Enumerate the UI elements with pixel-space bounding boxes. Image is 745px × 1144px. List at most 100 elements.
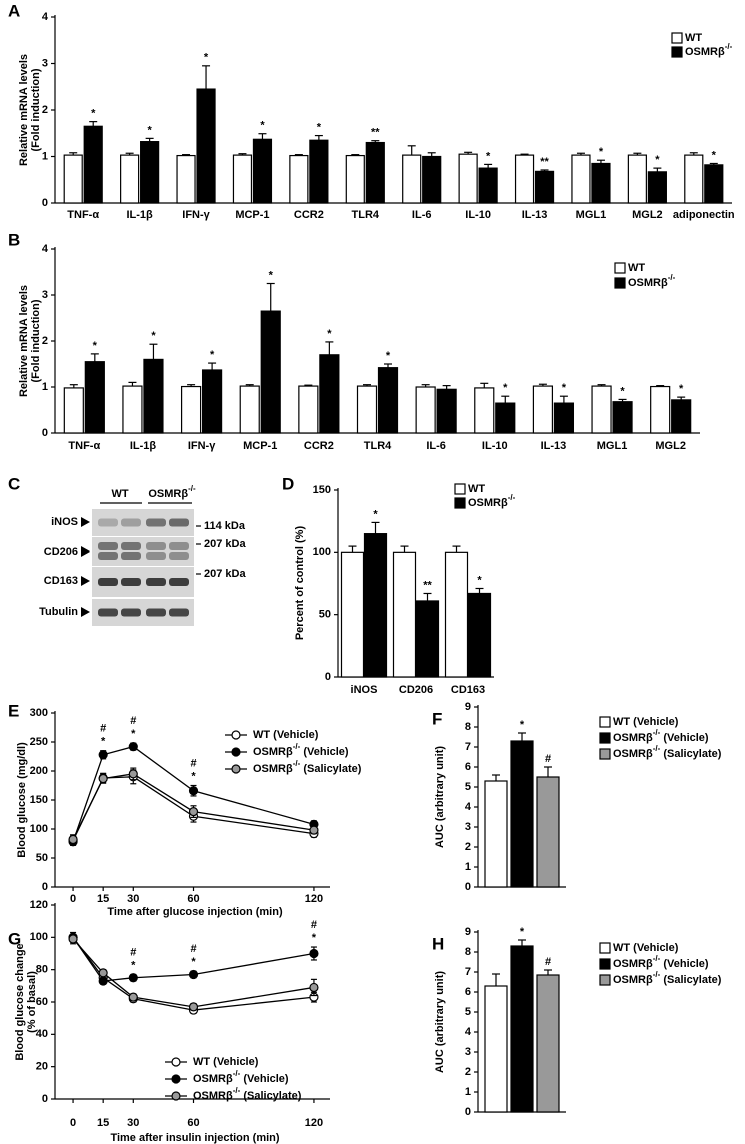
bar — [553, 402, 575, 434]
error-bar — [709, 162, 718, 165]
y-axis-label: (Fold induction) — [30, 299, 42, 382]
x-tick-label: 60 — [187, 893, 199, 905]
error-bar — [518, 732, 526, 741]
error-bar — [544, 766, 552, 777]
x-tick-label: IL-13 — [541, 440, 567, 452]
legend-marker — [231, 730, 241, 740]
bar — [345, 154, 365, 204]
size-marker: 207 kDa — [204, 568, 246, 580]
error-bar — [559, 395, 568, 404]
y-tick-label: 3 — [42, 57, 48, 69]
significance-label: # — [545, 753, 551, 765]
blot-band — [121, 578, 141, 586]
error-bar — [348, 545, 357, 553]
legend-label: OSMRβ-/- — [685, 42, 733, 58]
error-bar — [423, 592, 432, 601]
legend-marker — [231, 764, 241, 774]
blot-arrow — [81, 576, 90, 586]
legend-swatch — [599, 958, 611, 970]
bar — [514, 154, 535, 204]
x-tick-label: IL-6 — [426, 440, 446, 452]
x-tick-label: 0 — [70, 1117, 76, 1129]
legend-label-sup: -/- — [725, 42, 733, 51]
bar — [474, 387, 495, 434]
legend-label-suffix: (Vehicle) — [300, 746, 349, 758]
significance-label: * — [147, 124, 152, 136]
bar — [627, 154, 647, 204]
error-bar — [480, 382, 489, 388]
y-tick-label: 0 — [42, 1093, 48, 1105]
blot-band — [169, 518, 189, 527]
legend-label-sup: -/- — [653, 744, 661, 753]
x-axis-label: Time after insulin injection (min) — [110, 1132, 279, 1144]
error-bar — [90, 353, 99, 362]
error-bar — [653, 167, 662, 172]
significance-label: * — [151, 330, 156, 342]
y-tick-label: 100 — [313, 546, 331, 558]
y-axis-label: Percent of control (%) — [294, 526, 306, 641]
y-tick-label: 7 — [465, 741, 471, 753]
legend-marker — [171, 1074, 181, 1084]
bar — [536, 776, 560, 888]
data-point — [98, 750, 108, 760]
error-bar — [452, 545, 461, 553]
y-tick-label: 2 — [42, 335, 48, 347]
bar — [239, 385, 260, 434]
x-tick-label: MCP-1 — [243, 440, 277, 452]
bar — [201, 369, 223, 434]
x-tick-label: MGL2 — [655, 440, 686, 452]
error-bar — [407, 145, 416, 156]
y-tick-label: 4 — [42, 11, 49, 23]
legend-label: WT — [628, 262, 645, 274]
error-bar — [238, 153, 247, 156]
y-tick-label: 50 — [36, 852, 48, 864]
bar — [260, 310, 281, 434]
y-tick-label: 250 — [30, 736, 48, 748]
y-tick-label: 6 — [465, 986, 471, 998]
blot-band — [98, 552, 118, 560]
blot-band — [146, 518, 166, 527]
legend-label-sup: -/- — [233, 1069, 241, 1078]
bar — [196, 88, 216, 204]
blot-band — [146, 552, 166, 560]
error-bar — [576, 152, 585, 156]
bar — [377, 367, 399, 434]
significance-label: * — [520, 926, 525, 938]
legend-label-main: OSMRβ — [613, 732, 653, 744]
legend-label-suffix: (Salicylate) — [240, 1090, 301, 1102]
legend-label-sup: -/- — [653, 728, 661, 737]
error-bar — [597, 384, 606, 387]
bar — [510, 945, 534, 1113]
error-bar — [304, 384, 313, 387]
legend-label-sup: -/- — [653, 954, 661, 963]
significance-label: # — [130, 946, 136, 958]
data-point — [128, 742, 138, 752]
blot-band — [121, 518, 141, 527]
blot-group-label: OSMRβ-/- — [148, 484, 196, 500]
legend-label: OSMRβ-/- — [468, 493, 516, 509]
y-tick-label: 300 — [30, 707, 48, 719]
error-bar — [145, 137, 154, 142]
x-tick-label: IL-6 — [412, 209, 432, 221]
legend-label-main: OSMRβ — [253, 746, 293, 758]
x-tick-label: CD206 — [399, 684, 433, 696]
error-bar — [69, 384, 78, 388]
legend-swatch — [599, 942, 611, 954]
x-tick-label: IL-1β — [126, 209, 153, 221]
error-bar — [656, 385, 665, 387]
significance-label: * — [486, 150, 491, 162]
legend-swatch — [614, 262, 626, 274]
legend-label: OSMRβ-/- (Vehicle) — [193, 1069, 289, 1085]
error-bar — [633, 152, 642, 156]
legend-label-suffix: (Salicylate) — [660, 974, 721, 986]
y-axis-label: AUC (arbitrary unit) — [434, 971, 446, 1073]
legend-label-main: OSMRβ — [468, 497, 508, 509]
data-point — [188, 969, 199, 980]
significance-label: * — [93, 340, 98, 352]
legend-label-main: OSMRβ — [613, 958, 653, 970]
x-tick-label: TLR4 — [352, 209, 380, 221]
error-bar — [442, 385, 451, 390]
legend-swatch — [614, 277, 626, 289]
y-tick-label: 3 — [465, 1046, 471, 1058]
error-bar — [125, 152, 134, 156]
